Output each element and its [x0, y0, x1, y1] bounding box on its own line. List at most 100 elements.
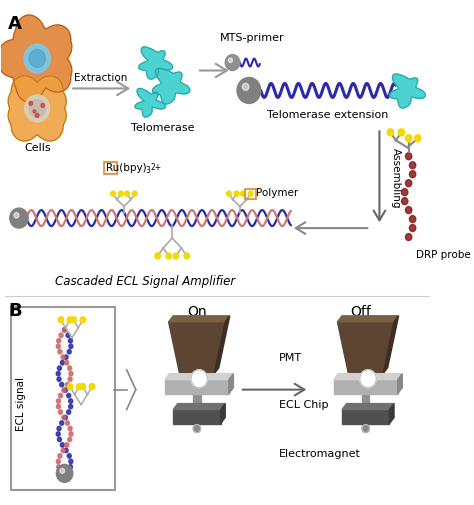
- Circle shape: [29, 102, 33, 106]
- Text: Assembling: Assembling: [392, 148, 401, 209]
- Circle shape: [14, 213, 19, 218]
- Circle shape: [59, 470, 63, 475]
- Circle shape: [61, 355, 65, 360]
- Circle shape: [69, 405, 73, 409]
- Text: 3: 3: [146, 166, 151, 175]
- Circle shape: [56, 459, 60, 464]
- Circle shape: [29, 49, 46, 68]
- Text: MTS-primer: MTS-primer: [220, 33, 285, 42]
- Circle shape: [71, 317, 76, 323]
- Text: Cascaded ECL Signal Amplifier: Cascaded ECL Signal Amplifier: [55, 275, 235, 288]
- Circle shape: [57, 338, 61, 343]
- Polygon shape: [153, 68, 190, 104]
- Circle shape: [64, 448, 68, 452]
- Circle shape: [155, 253, 160, 259]
- Circle shape: [118, 191, 123, 196]
- Circle shape: [56, 432, 60, 436]
- Polygon shape: [229, 374, 233, 393]
- Text: Off: Off: [351, 305, 372, 319]
- Text: DRP probe: DRP probe: [416, 250, 471, 260]
- Polygon shape: [8, 76, 66, 141]
- Circle shape: [56, 372, 60, 376]
- Text: Telomerase: Telomerase: [131, 123, 195, 133]
- Circle shape: [64, 415, 67, 420]
- Circle shape: [68, 338, 73, 343]
- Circle shape: [193, 425, 201, 432]
- Circle shape: [67, 317, 73, 323]
- Polygon shape: [169, 322, 225, 374]
- Circle shape: [56, 344, 60, 348]
- Circle shape: [65, 443, 69, 447]
- Polygon shape: [334, 380, 398, 393]
- Circle shape: [415, 135, 421, 142]
- Circle shape: [62, 388, 66, 392]
- Circle shape: [63, 476, 66, 480]
- Circle shape: [67, 410, 71, 414]
- Text: Ru(bpy): Ru(bpy): [106, 163, 146, 173]
- Circle shape: [58, 454, 62, 458]
- Circle shape: [64, 355, 68, 360]
- Circle shape: [410, 171, 416, 178]
- Circle shape: [60, 382, 64, 387]
- Circle shape: [36, 114, 39, 117]
- Circle shape: [63, 476, 66, 480]
- Circle shape: [60, 468, 64, 473]
- Circle shape: [61, 448, 65, 452]
- Circle shape: [58, 393, 63, 398]
- Polygon shape: [165, 380, 229, 393]
- Circle shape: [80, 317, 86, 323]
- Circle shape: [57, 366, 62, 370]
- Circle shape: [225, 55, 240, 71]
- Circle shape: [68, 426, 72, 431]
- Polygon shape: [193, 393, 201, 410]
- Polygon shape: [337, 322, 394, 374]
- Circle shape: [57, 426, 61, 431]
- Polygon shape: [334, 374, 402, 380]
- Circle shape: [401, 189, 408, 195]
- Circle shape: [60, 443, 64, 447]
- Circle shape: [242, 83, 249, 90]
- Circle shape: [10, 208, 28, 228]
- Circle shape: [69, 459, 73, 464]
- Circle shape: [29, 99, 46, 117]
- Circle shape: [237, 77, 261, 104]
- Circle shape: [234, 191, 239, 196]
- Circle shape: [387, 129, 393, 136]
- Polygon shape: [165, 374, 233, 380]
- Circle shape: [67, 349, 71, 354]
- Circle shape: [57, 465, 61, 469]
- Circle shape: [41, 104, 45, 108]
- Circle shape: [401, 197, 408, 205]
- Text: PMT: PMT: [279, 352, 302, 363]
- Circle shape: [405, 233, 412, 240]
- Text: Polymer: Polymer: [256, 188, 299, 198]
- Circle shape: [65, 421, 70, 425]
- Polygon shape: [337, 316, 399, 322]
- Circle shape: [64, 388, 67, 392]
- Text: ECL signal: ECL signal: [16, 377, 26, 431]
- Circle shape: [184, 253, 190, 259]
- Circle shape: [60, 421, 64, 425]
- Circle shape: [67, 393, 71, 398]
- Circle shape: [405, 207, 412, 214]
- Text: Telomerase extension: Telomerase extension: [267, 111, 388, 120]
- Polygon shape: [342, 403, 394, 410]
- Text: B: B: [8, 302, 22, 320]
- Circle shape: [241, 191, 245, 196]
- Polygon shape: [362, 393, 369, 410]
- Polygon shape: [173, 410, 220, 424]
- Circle shape: [68, 465, 73, 469]
- Circle shape: [65, 382, 70, 387]
- Circle shape: [405, 180, 412, 187]
- Circle shape: [67, 454, 71, 458]
- Circle shape: [65, 361, 69, 365]
- Circle shape: [248, 191, 253, 196]
- Circle shape: [57, 437, 62, 442]
- Circle shape: [24, 44, 50, 73]
- Polygon shape: [139, 47, 173, 79]
- Circle shape: [68, 437, 72, 442]
- Polygon shape: [135, 88, 165, 117]
- Circle shape: [111, 191, 115, 196]
- Circle shape: [125, 191, 129, 196]
- Circle shape: [69, 372, 73, 376]
